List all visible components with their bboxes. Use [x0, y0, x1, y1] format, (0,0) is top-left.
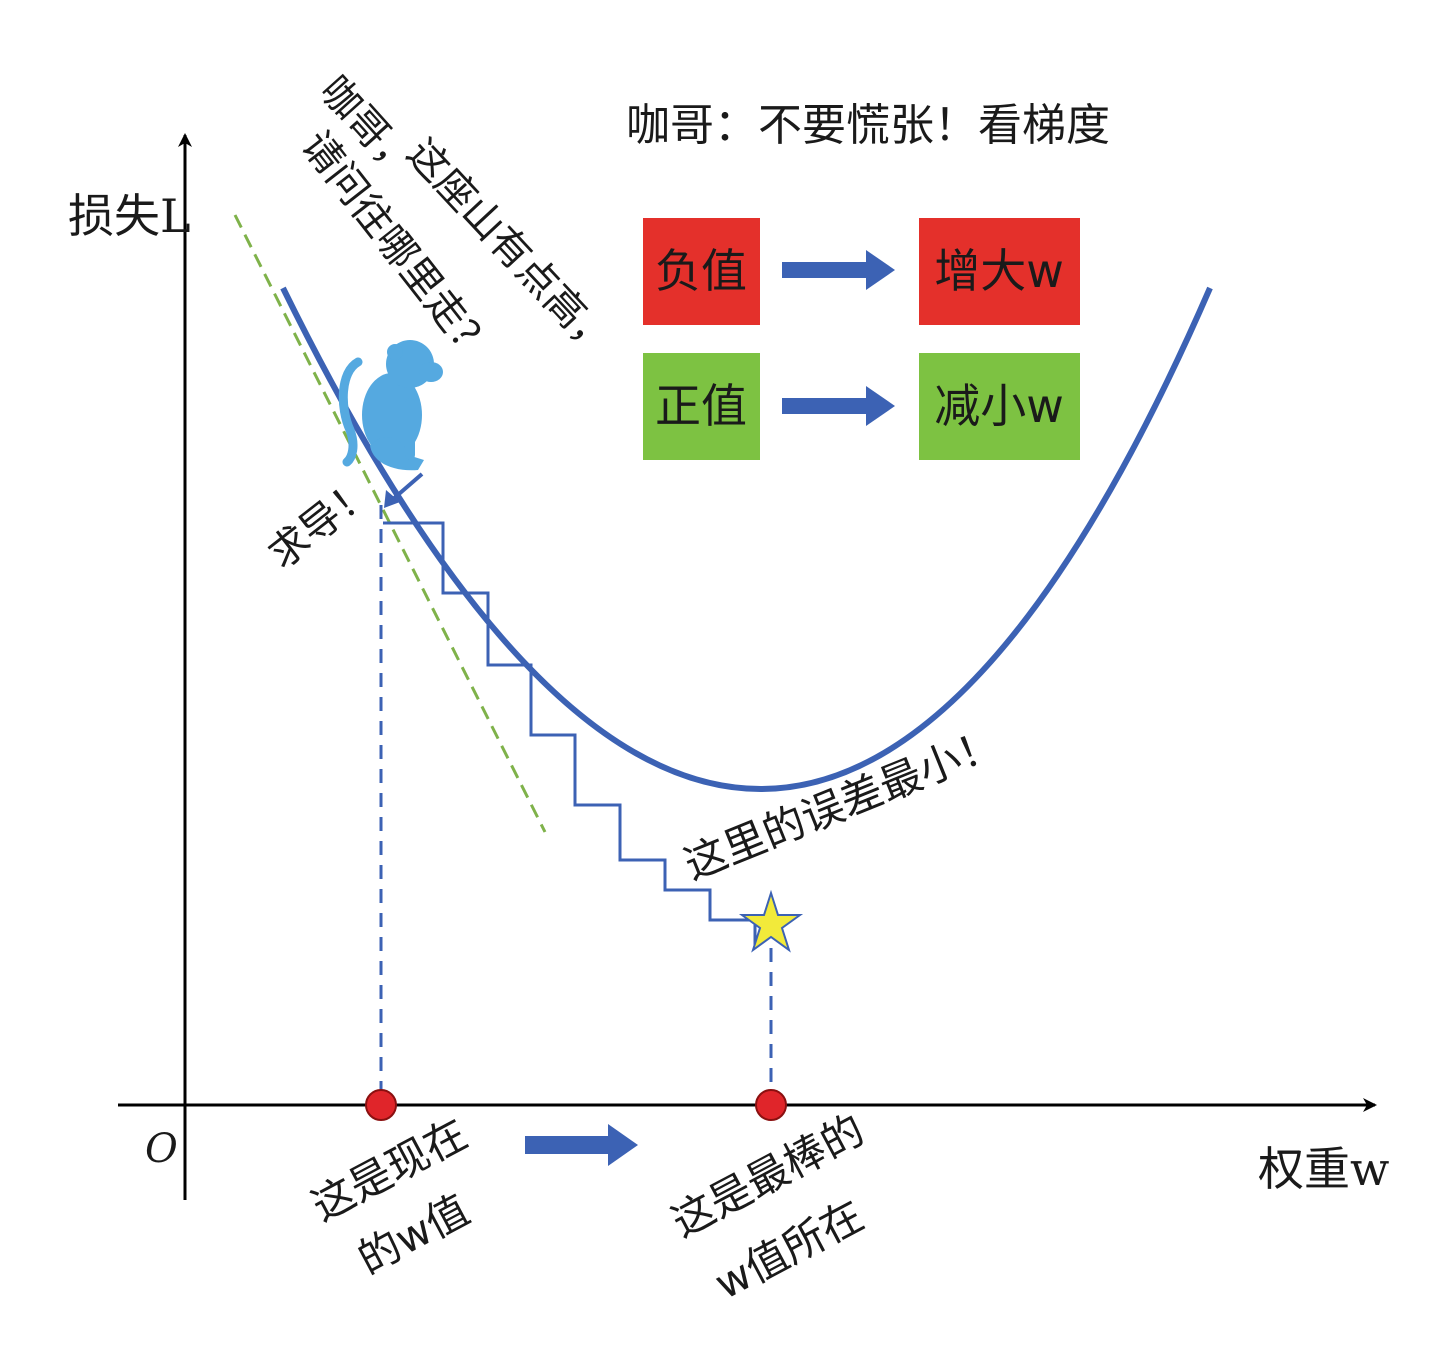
arrow-head-2: [866, 386, 895, 426]
current-w-point: [365, 1089, 397, 1121]
minimum-star-icon: [738, 889, 804, 953]
negative-label: 负值: [655, 244, 747, 298]
pointer-arrow: [390, 472, 424, 502]
advice-text: 咖哥：不要慌张！看梯度: [626, 100, 1110, 151]
descent-steps: [383, 521, 757, 945]
bottom-arrow-head: [608, 1124, 638, 1166]
increase-label: 增大w: [934, 244, 1064, 298]
derivative-label: 求导！: [260, 468, 383, 578]
positive-label: 正值: [655, 379, 747, 433]
arrow-shaft-1: [782, 262, 868, 278]
rule-negative: 负值 增大w: [643, 218, 1080, 325]
rule-positive: 正值 减小w: [643, 353, 1080, 460]
loss-curve: [280, 286, 1213, 792]
best-w-point: [755, 1089, 787, 1121]
decrease-label: 减小w: [934, 379, 1064, 433]
negative-box: [643, 218, 760, 325]
origin-label: O: [145, 1126, 178, 1172]
arrow-shaft-2: [782, 398, 868, 414]
monkey-icon: [338, 340, 443, 471]
tangent-line: [233, 214, 547, 833]
decrease-box: [919, 353, 1080, 460]
min-error-label: 这里的误差最小！: [677, 718, 1007, 889]
increase-box: [919, 218, 1080, 325]
arrow-head-1: [866, 250, 895, 290]
monkey-speech-3: 这座山有点高，: [398, 130, 623, 366]
x-axis-label: 权重w: [1258, 1142, 1389, 1196]
y-axis-label: 损失L: [68, 189, 191, 243]
positive-box: [643, 353, 760, 460]
bottom-arrow-shaft: [525, 1136, 610, 1154]
